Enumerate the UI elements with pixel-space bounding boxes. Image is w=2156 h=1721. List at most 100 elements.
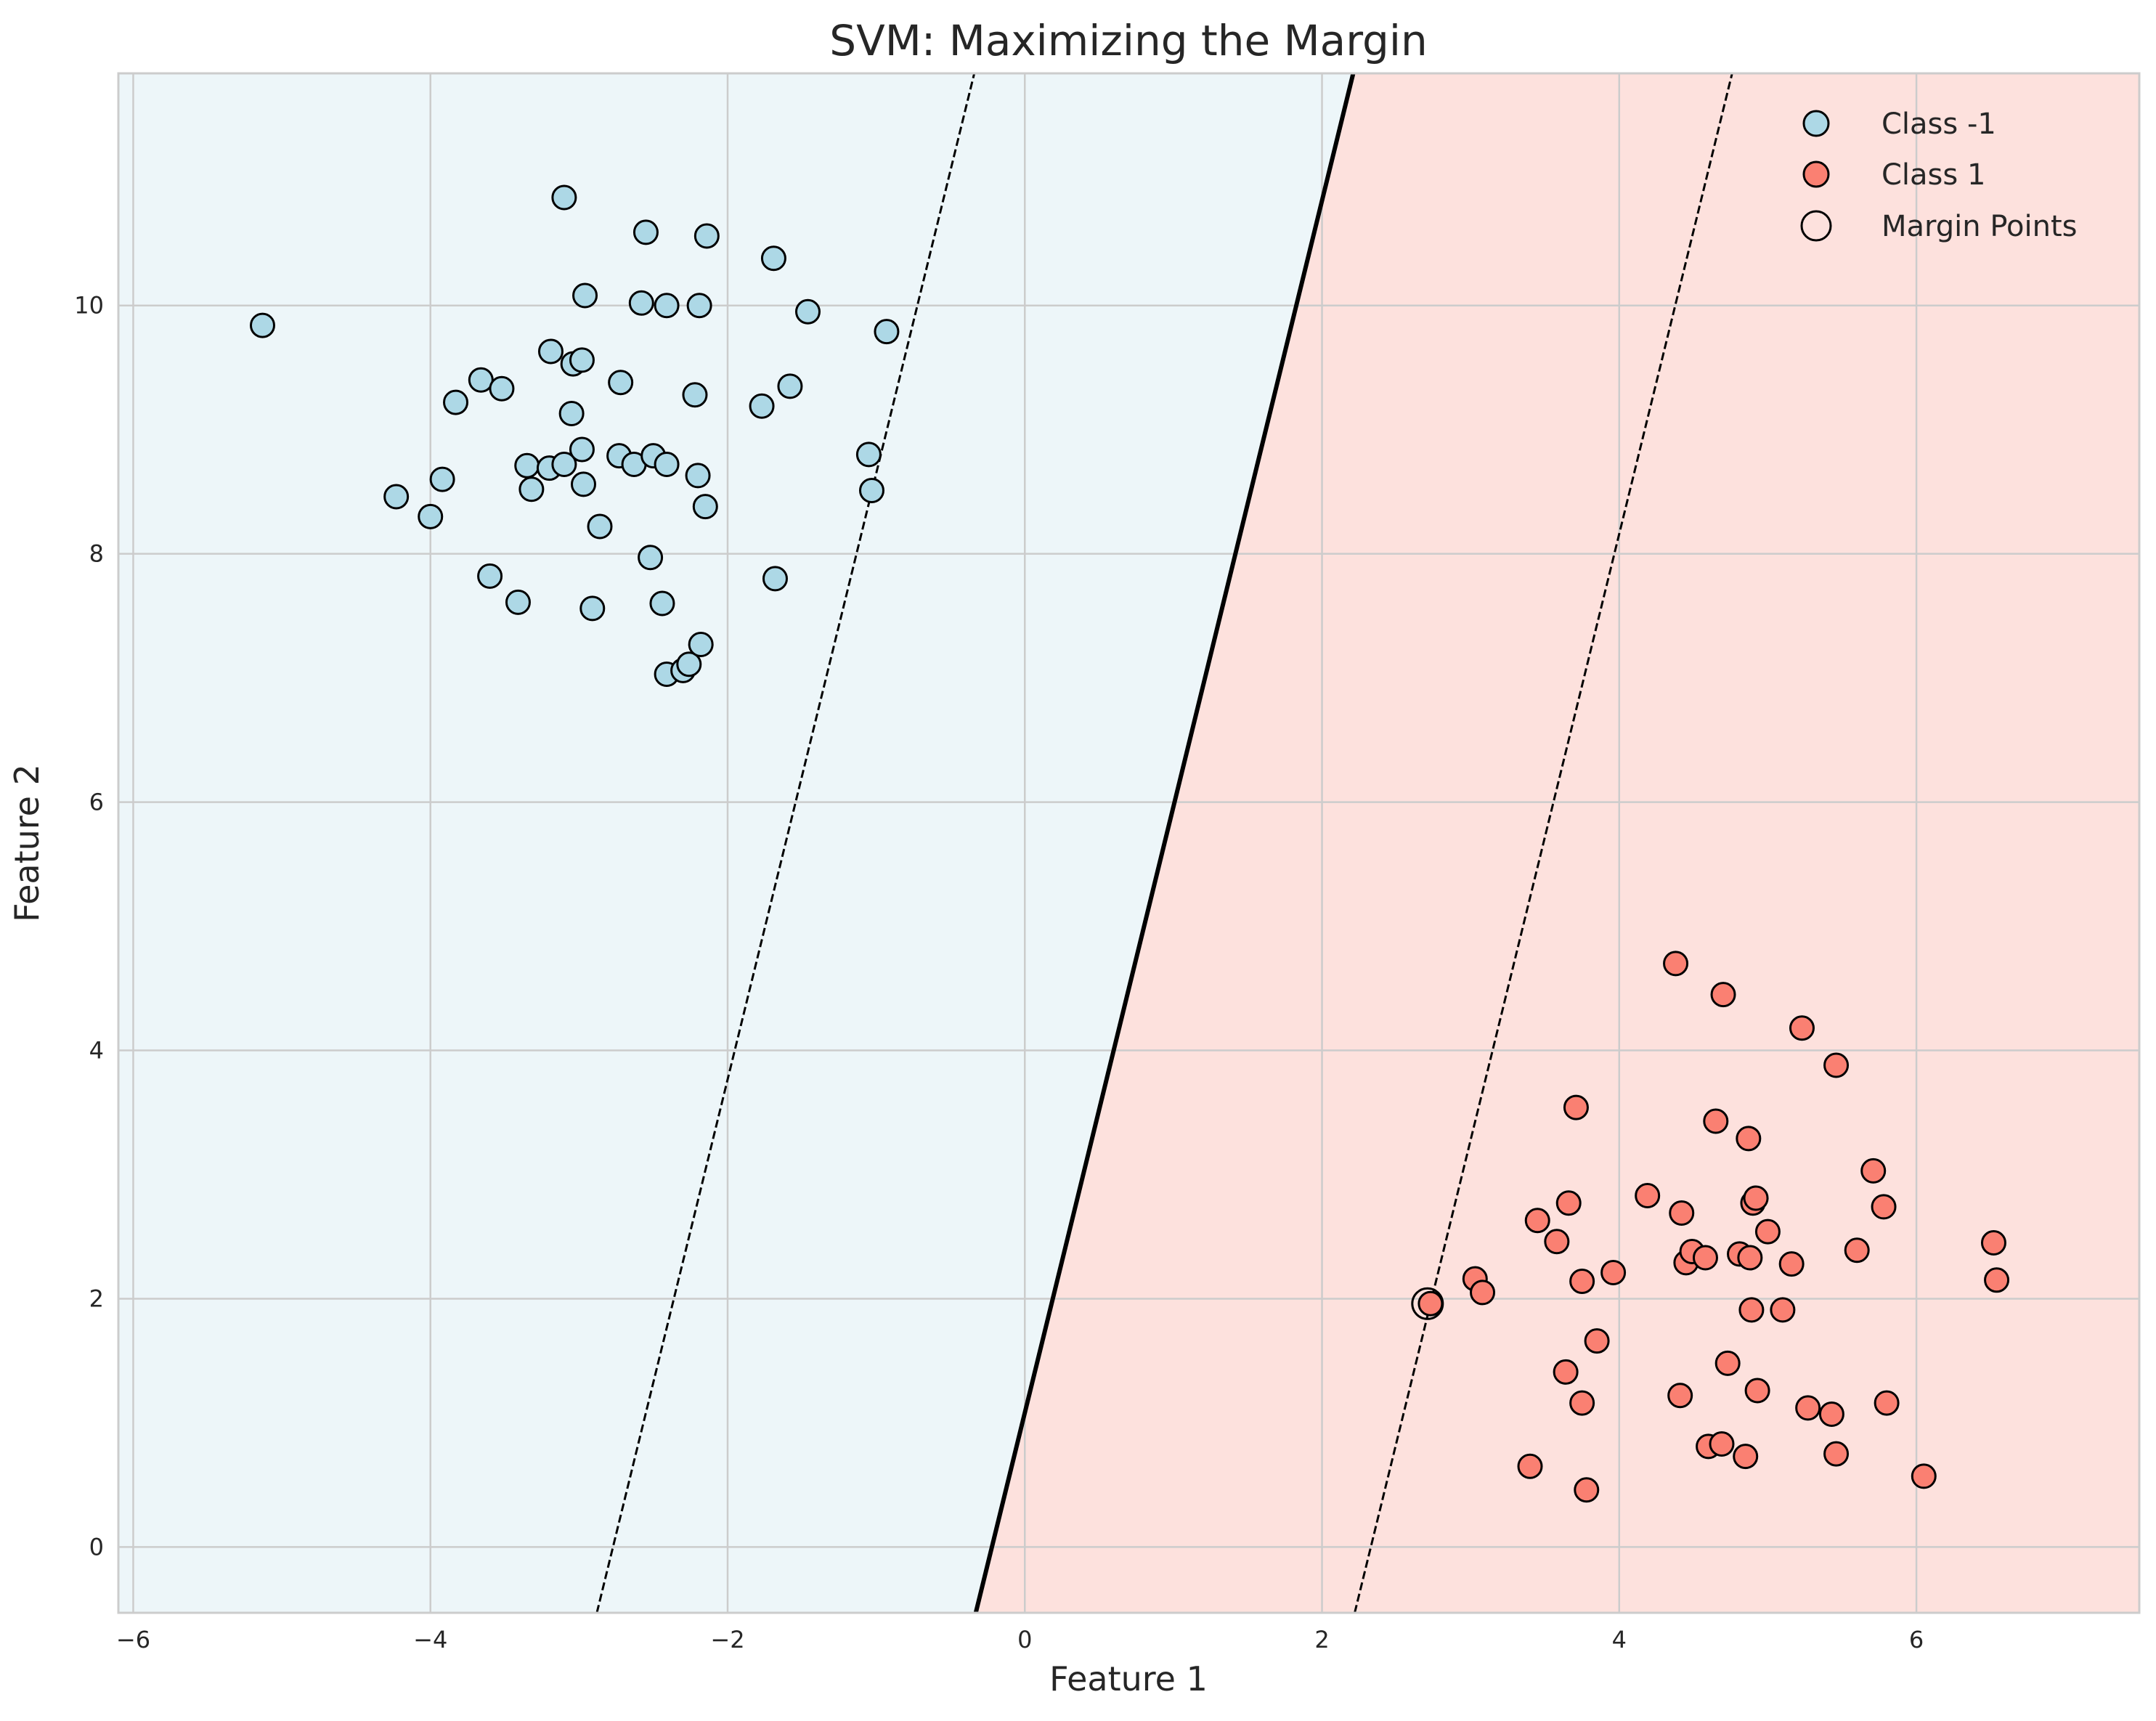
x-tick-label: −4 [413,1626,447,1653]
margin-line [595,73,976,1613]
point-class-1 [1544,1229,1570,1255]
point-class-neg1 [579,595,606,622]
legend-marker-margin-points [1800,210,1832,242]
legend-marker-class-neg1 [1802,110,1830,137]
region-class-neg1 [118,73,1354,1613]
hyperplane-lines [595,73,1733,1613]
point-class-1 [1844,1237,1870,1264]
point-class-neg1 [794,298,821,325]
point-class-1 [1823,1052,1850,1078]
point-class-neg1 [676,651,702,678]
x-tick-label: 4 [1612,1626,1627,1653]
x-tick-label: −6 [116,1626,150,1653]
y-axis-label: Feature 2 [7,764,46,922]
point-class-neg1 [760,245,786,272]
x-tick-label: 0 [1017,1626,1032,1653]
point-class-1 [1635,1183,1661,1209]
x-tick-labels: −6 −4 −2 0 2 4 6 [116,1626,1924,1653]
point-class-neg1 [569,347,595,373]
y-tick-label: 10 [74,292,104,320]
point-class-1 [1563,1094,1589,1120]
point-class-1 [1417,1290,1444,1317]
point-class-1 [1584,1328,1610,1354]
point-class-1 [1778,1251,1805,1277]
point-class-neg1 [443,389,469,415]
point-class-1 [1692,1245,1718,1271]
point-class-1 [1737,1245,1763,1271]
legend-label-margin-points: Margin Points [1882,210,2078,243]
point-class-1 [1714,1350,1741,1376]
point-class-neg1 [570,471,596,497]
point-class-neg1 [654,293,680,319]
point-class-1 [1770,1297,1796,1323]
point-class-neg1 [654,452,680,478]
point-class-1 [1911,1463,1937,1489]
point-class-1 [1818,1401,1844,1427]
point-class-neg1 [632,219,659,245]
x-tick-label: 2 [1314,1626,1329,1653]
point-class-1 [1600,1260,1627,1286]
margin-line [1354,73,1733,1613]
point-class-neg1 [682,382,708,408]
point-class-1 [1555,1190,1582,1216]
y-tick-labels: 0 2 4 6 8 10 [74,292,104,1561]
point-class-neg1 [749,393,775,419]
point-class-1 [1980,1230,2006,1256]
point-class-neg1 [569,436,595,463]
y-tick-label: 4 [89,1037,104,1065]
y-tick-label: 0 [89,1533,104,1561]
y-tick-label: 6 [89,789,104,816]
point-class-neg1 [628,290,654,316]
point-class-neg1 [688,631,714,657]
grid-lines [118,73,2139,1613]
point-class-1 [1984,1267,2010,1293]
point-class-neg1 [477,563,503,589]
legend-label-class-neg1: Class -1 [1882,107,1996,141]
point-class-1 [1667,1383,1693,1409]
region-class-1 [975,73,2139,1613]
point-class-neg1 [685,463,711,489]
point-class-neg1 [489,375,515,402]
point-class-neg1 [383,484,410,510]
point-class-1 [1738,1297,1765,1323]
point-class-1 [1754,1218,1781,1245]
margin-point [1411,1287,1444,1320]
point-class-neg1 [587,513,613,540]
point-class-neg1 [649,590,675,617]
point-class-1 [1574,1477,1600,1503]
point-class-neg1 [855,442,882,468]
x-axis-label: Feature 1 [1049,1659,1208,1698]
point-class-1 [1663,951,1689,977]
point-class-1 [1736,1126,1762,1152]
point-class-neg1 [505,589,531,615]
point-class-neg1 [551,184,577,211]
chart-title: SVM: Maximizing the Margin [829,16,1427,65]
point-class-neg1 [551,452,577,478]
point-class-1 [1733,1444,1759,1470]
point-class-1 [1710,982,1736,1008]
data-points [249,184,2010,1503]
y-tick-label: 8 [89,540,104,568]
point-class-neg1 [429,466,455,492]
point-class-1 [1569,1390,1595,1416]
point-class-neg1 [693,223,720,249]
legend: Class -1 Class 1 Margin Points [1800,107,2078,243]
plot-frame [117,72,2141,1614]
point-class-neg1 [686,293,712,319]
point-class-neg1 [572,282,598,309]
point-class-1 [1569,1269,1595,1295]
point-class-1 [1553,1359,1579,1385]
x-tick-label: −2 [710,1626,744,1653]
point-class-1 [1709,1431,1735,1457]
point-class-neg1 [638,545,664,571]
point-class-1 [1871,1194,1897,1220]
point-class-neg1 [558,400,585,426]
decision-boundary-line [973,73,1356,1613]
point-class-neg1 [249,312,275,338]
point-class-1 [1703,1108,1729,1134]
decision-regions [118,73,2139,1613]
point-class-1 [1517,1453,1543,1479]
point-class-neg1 [514,452,540,479]
point-class-1 [1744,1378,1770,1404]
